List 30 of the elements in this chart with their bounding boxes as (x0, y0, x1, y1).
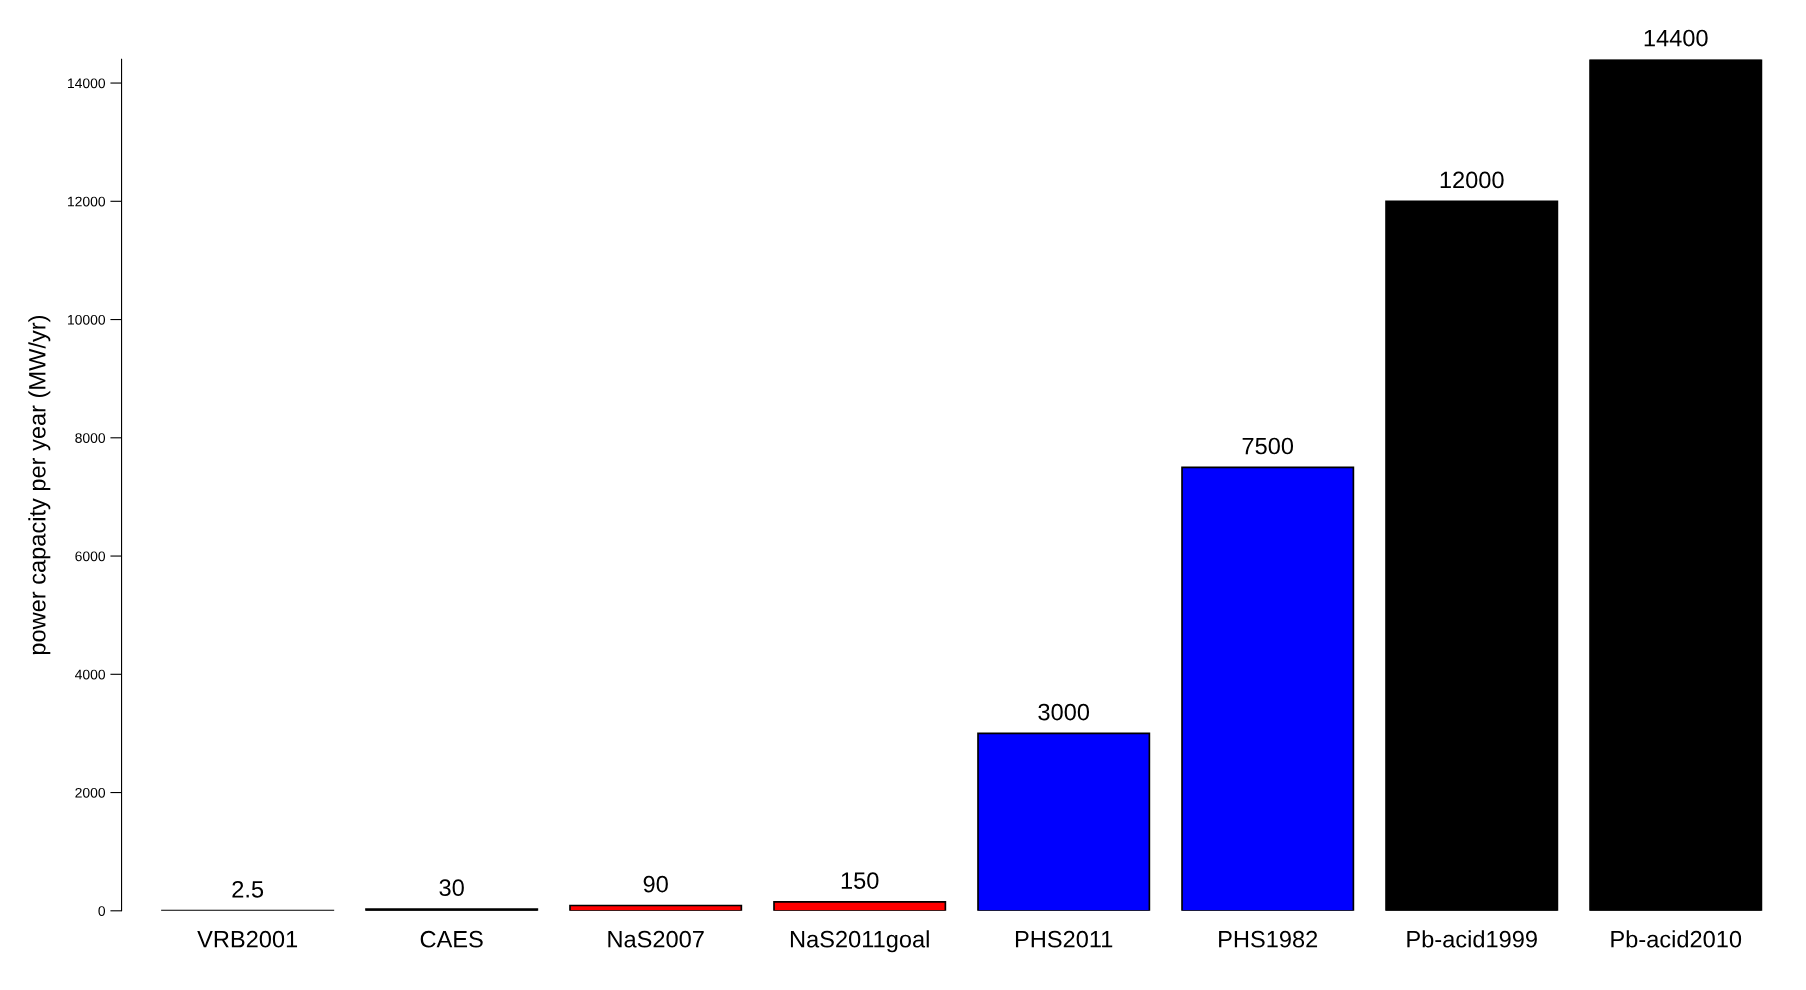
bar (773, 901, 947, 911)
data-label: 12000 (1440, 171, 1504, 189)
x-tick-label: NaS2007 (608, 930, 704, 948)
y-axis-title: power capacity per year (MW/yr) (28, 315, 51, 655)
bar (1385, 200, 1559, 911)
x-tick-label: PHS1982 (1219, 930, 1318, 948)
x-tick-label: PHS2011 (1015, 930, 1113, 948)
x-tick-label: CAES (420, 930, 483, 948)
x-tick-label: NaS2011goal (790, 930, 929, 953)
y-tick-label: 8000 (75, 433, 106, 443)
x-tick-label: Pb-acid1999 (1407, 930, 1537, 948)
y-tick-label: 14000 (68, 78, 106, 89)
y-tick-label: 6000 (75, 551, 106, 562)
data-label: 90 (643, 875, 668, 893)
x-tick-label: VRB2001 (197, 930, 298, 948)
y-tick-label: 4000 (75, 669, 106, 680)
data-label: 150 (841, 872, 879, 889)
data-label: 7500 (1242, 437, 1294, 455)
bar (1181, 466, 1355, 911)
y-tick-label: 0 (98, 906, 106, 916)
y-tick-label: 2000 (75, 787, 106, 798)
y-tick-label: 12000 (68, 196, 106, 207)
bar (977, 732, 1151, 911)
data-label: 30 (439, 879, 464, 897)
y-tick-label: 10000 (68, 314, 106, 325)
data-label: 14400 (1644, 29, 1708, 47)
x-tick-label: Pb-acid2010 (1611, 930, 1742, 948)
data-label: 2.5 (232, 880, 264, 898)
bar (1589, 59, 1763, 911)
data-label: 3000 (1038, 703, 1090, 721)
